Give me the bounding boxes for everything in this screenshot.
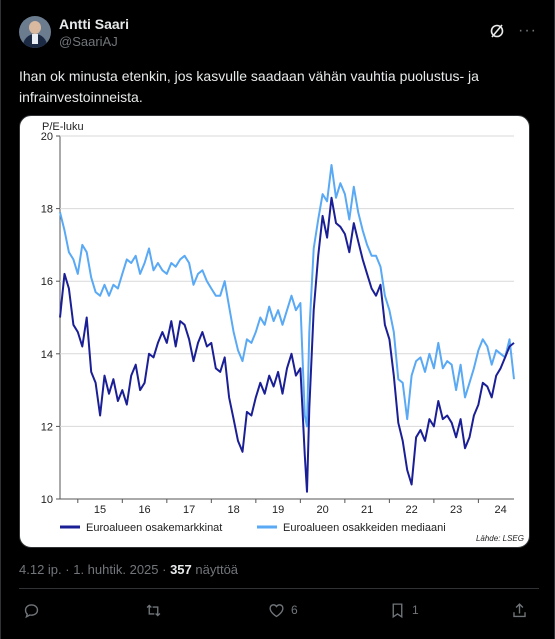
heart-icon	[269, 603, 284, 617]
x-tick-label: 17	[183, 504, 195, 516]
bookmark-count: 1	[412, 603, 419, 617]
tweet-time[interactable]: 4.12 ip.	[19, 562, 62, 577]
x-tick-label: 21	[361, 504, 373, 516]
repost-button[interactable]	[145, 600, 168, 620]
like-count: 6	[291, 603, 298, 617]
chart-image[interactable]: 10 12 14 16 18 20 15 16 17 18 19 20 21 22 23 24 P/E-lu…	[19, 115, 530, 548]
legend-label: Euroalueen osakkeiden mediaani	[283, 522, 446, 534]
pe-chart: 10 12 14 16 18 20 15 16 17 18 19 20 21 22 23 24 P/E-lu…	[41, 121, 524, 543]
y-axis-label: P/E-luku	[42, 121, 84, 133]
author-name[interactable]: Antti Saari	[59, 16, 130, 32]
more-icon[interactable]: ···	[518, 22, 537, 39]
x-tick-label: 16	[138, 504, 150, 516]
avatar[interactable]	[19, 16, 51, 48]
action-bar: 6 1	[23, 600, 533, 620]
tweet-meta: 4.12 ip. · 1. huhtik. 2025 · 357 näyttöä	[19, 562, 238, 577]
x-tick-label: 24	[495, 504, 507, 516]
y-tick-label: 14	[41, 349, 53, 361]
repost-icon	[146, 603, 161, 617]
y-tick-label: 12	[41, 421, 53, 433]
like-button[interactable]: 6	[268, 600, 298, 620]
x-tick-label: 20	[316, 504, 328, 516]
share-icon	[513, 602, 526, 617]
bookmark-button[interactable]: 1	[389, 600, 419, 620]
tweet-date[interactable]: 1. huhtik. 2025	[73, 562, 159, 577]
tweet-text: Ihan ok minusta etenkin, jos kasvulle sa…	[19, 68, 479, 105]
chart-source: Lähde: LSEG	[476, 534, 524, 543]
author-names: Antti Saari @SaariAJ	[59, 16, 129, 50]
reply-button[interactable]	[23, 600, 46, 620]
view-label: näyttöä	[191, 562, 239, 577]
tweet-header: Antti Saari @SaariAJ ···	[19, 14, 539, 54]
legend-label: Euroalueen osakemarkkinat	[86, 522, 222, 534]
share-button[interactable]	[511, 600, 534, 620]
y-tick-label: 16	[41, 276, 53, 288]
view-count: 357	[170, 562, 192, 577]
x-tick-label: 19	[272, 504, 284, 516]
y-tick-label: 20	[41, 131, 53, 143]
divider	[19, 588, 539, 589]
x-tick-label: 15	[94, 504, 106, 516]
series-line-median	[59, 164, 515, 428]
meta-sep: ·	[61, 562, 74, 577]
x-tick-label: 22	[406, 504, 418, 516]
author-handle[interactable]: @SaariAJ	[59, 34, 118, 49]
grok-icon[interactable]	[489, 23, 505, 39]
x-tick-label: 18	[227, 504, 239, 516]
meta-sep: ·	[158, 562, 171, 577]
bookmark-icon	[392, 602, 403, 618]
y-tick-label: 10	[41, 494, 53, 506]
series-line-market	[59, 196, 515, 493]
y-tick-label: 18	[41, 204, 53, 216]
reply-icon	[24, 603, 39, 618]
x-tick-label: 23	[450, 504, 462, 516]
